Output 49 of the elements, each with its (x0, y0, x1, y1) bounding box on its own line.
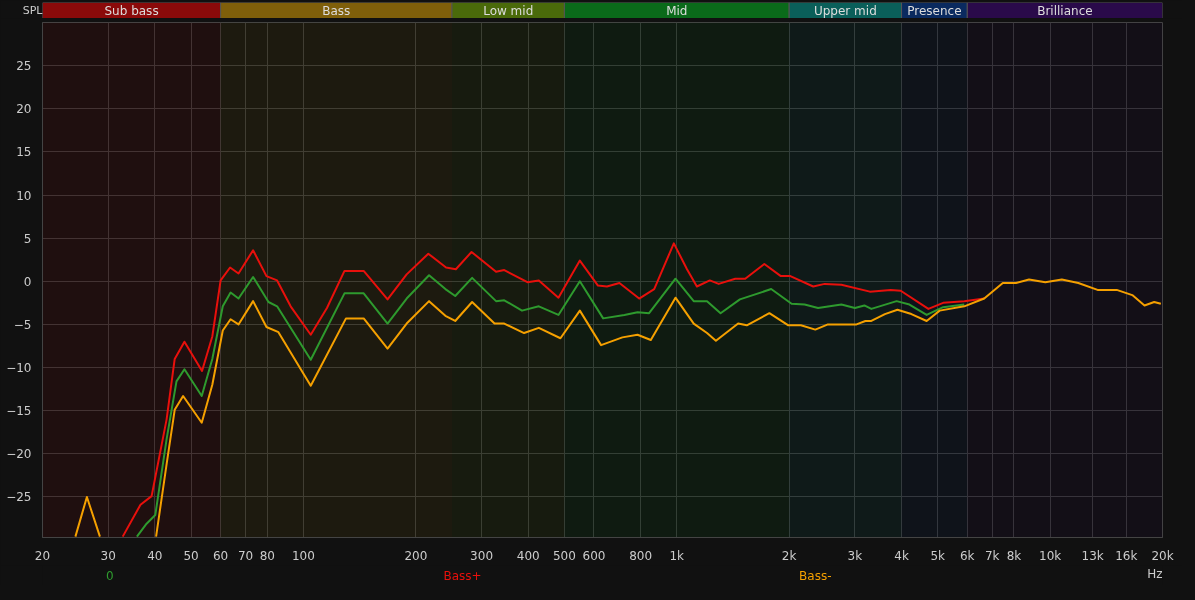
x-tick-label: 20 (34, 548, 51, 563)
y-tick-label: 25 (16, 59, 32, 74)
band-label: Upper mid (813, 3, 877, 18)
band-label: Brilliance (1037, 3, 1093, 18)
x-tick-label: 600 (582, 548, 606, 563)
x-tick-label: 20k (1151, 548, 1174, 563)
y-tick-label: −10 (6, 361, 32, 376)
x-tick-label: 1k (669, 548, 685, 563)
y-tick-label: 15 (16, 145, 32, 160)
band-label: Low mid (483, 3, 534, 18)
band-label: Bass (322, 3, 351, 18)
x-tick-label: 3k (847, 548, 863, 563)
y-axis-title: SPL (22, 4, 44, 17)
x-tick-label: 16k (1115, 548, 1138, 563)
x-tick-label: 5k (930, 548, 946, 563)
text: Bass- (799, 568, 832, 583)
y-tick-label: −25 (6, 490, 32, 505)
x-tick-label: 40 (147, 548, 163, 563)
y-tick-label: 5 (23, 231, 32, 246)
y-tick-label: 10 (16, 188, 32, 203)
x-tick-label: 50 (183, 548, 199, 563)
x-tick-label: 70 (237, 548, 254, 563)
x-tick-label: 300 (470, 548, 494, 563)
y-tick-label: −5 (13, 317, 32, 332)
x-tick-label: 60 (212, 548, 229, 563)
x-tick-label: 4k (894, 548, 909, 563)
x-tick-label: 10k (1039, 548, 1062, 563)
x-tick-label: 8k (1006, 548, 1022, 563)
band-label: Mid (666, 3, 688, 18)
x-tick-label: 13k (1081, 548, 1104, 563)
y-tick-label: −15 (6, 404, 32, 419)
x-tick-label: 80 (259, 548, 275, 563)
x-tick-label: 400 (516, 548, 540, 563)
x-tick-label: 30 (100, 548, 116, 563)
y-tick-label: 0 (23, 274, 32, 289)
x-tick-label: 6k (960, 548, 975, 563)
x-tick-label: 200 (404, 548, 428, 563)
y-tick-label: 20 (16, 102, 32, 117)
band-label: Presence (907, 3, 962, 18)
x-tick-label: 7k (984, 548, 1000, 563)
x-tick-label: 2k (781, 548, 797, 563)
x-tick-label: 100 (292, 548, 315, 563)
x-axis-title: Hz (1147, 566, 1163, 581)
x-tick-label: 800 (629, 548, 653, 563)
text: 0 (105, 569, 114, 583)
y-tick-label: −20 (6, 447, 32, 462)
text: Bass+ (443, 568, 482, 583)
x-tick-label: 500 (552, 548, 576, 563)
band-label: Sub bass (104, 3, 159, 18)
